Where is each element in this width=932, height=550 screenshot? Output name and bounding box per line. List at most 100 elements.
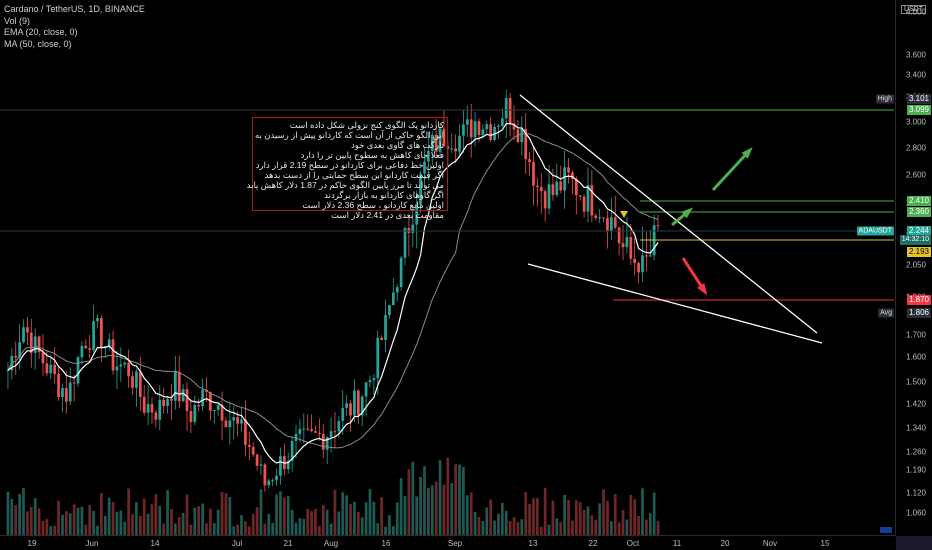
candle-body[interactable] bbox=[539, 187, 543, 192]
candle-body[interactable] bbox=[57, 373, 60, 397]
candle-body[interactable] bbox=[72, 382, 76, 384]
candle-body[interactable] bbox=[528, 159, 531, 163]
candle-body[interactable] bbox=[555, 181, 559, 196]
candle-body[interactable] bbox=[275, 475, 278, 481]
candle-body[interactable] bbox=[193, 404, 197, 422]
candle-body[interactable] bbox=[633, 258, 637, 264]
candle-body[interactable] bbox=[84, 345, 88, 349]
candle-body[interactable] bbox=[617, 227, 621, 244]
candle-body[interactable] bbox=[415, 204, 419, 225]
candle-body[interactable] bbox=[18, 342, 21, 358]
candle-body[interactable] bbox=[391, 292, 395, 306]
candle-body[interactable] bbox=[294, 433, 298, 442]
candle-body[interactable] bbox=[602, 217, 605, 219]
candle-body[interactable] bbox=[263, 464, 267, 486]
candle-body[interactable] bbox=[349, 403, 352, 416]
candle-body[interactable] bbox=[450, 148, 454, 150]
candle-body[interactable] bbox=[251, 446, 255, 455]
candle-body[interactable] bbox=[240, 419, 243, 424]
candle-body[interactable] bbox=[442, 128, 446, 147]
candle-body[interactable] bbox=[551, 184, 555, 196]
candle-body[interactable] bbox=[504, 98, 508, 119]
candle-body[interactable] bbox=[61, 388, 64, 397]
candle-body[interactable] bbox=[613, 217, 617, 228]
candle-body[interactable] bbox=[96, 318, 99, 322]
candle-body[interactable] bbox=[508, 98, 512, 124]
candle-body[interactable] bbox=[228, 420, 232, 428]
candle-body[interactable] bbox=[189, 411, 193, 422]
candle-body[interactable] bbox=[166, 398, 169, 406]
wedge-upper-trendline[interactable] bbox=[519, 94, 818, 334]
candle-body[interactable] bbox=[88, 348, 92, 350]
candle-body[interactable] bbox=[427, 150, 430, 162]
bearish-arrow[interactable] bbox=[681, 257, 708, 296]
legend-symbol[interactable]: Cardano / TetherUS, 1D, BINANCE bbox=[4, 4, 145, 14]
candle-body[interactable] bbox=[224, 420, 228, 428]
legend-ma[interactable]: MA (50, close, 0) bbox=[4, 38, 72, 49]
candle-body[interactable] bbox=[481, 129, 485, 136]
candle-body[interactable] bbox=[571, 172, 574, 180]
candle-body[interactable] bbox=[162, 399, 166, 406]
candle-body[interactable] bbox=[220, 404, 224, 421]
candle-body[interactable] bbox=[259, 464, 263, 466]
candle-body[interactable] bbox=[462, 124, 465, 136]
candle-body[interactable] bbox=[302, 428, 306, 430]
candle-body[interactable] bbox=[111, 339, 115, 371]
candle-body[interactable] bbox=[236, 417, 239, 424]
candle-body[interactable] bbox=[49, 364, 53, 374]
candle-body[interactable] bbox=[621, 243, 625, 248]
candle-body[interactable] bbox=[325, 436, 329, 450]
candle-body[interactable] bbox=[181, 389, 185, 402]
candle-body[interactable] bbox=[586, 185, 590, 212]
candle-body[interactable] bbox=[173, 371, 177, 401]
candle-body[interactable] bbox=[609, 217, 613, 231]
candle-body[interactable] bbox=[353, 390, 356, 416]
candle-body[interactable] bbox=[131, 376, 134, 388]
candle-body[interactable] bbox=[520, 128, 524, 143]
legend-volume[interactable]: Vol (9) bbox=[4, 15, 31, 26]
candle-body[interactable] bbox=[497, 125, 500, 127]
candle-body[interactable] bbox=[45, 363, 49, 374]
candle-body[interactable] bbox=[434, 134, 438, 152]
candle-body[interactable] bbox=[563, 167, 566, 191]
candle-body[interactable] bbox=[123, 362, 127, 365]
candle-body[interactable] bbox=[567, 167, 570, 173]
candle-body[interactable] bbox=[341, 407, 345, 421]
candle-body[interactable] bbox=[329, 431, 333, 437]
candle-body[interactable] bbox=[318, 432, 321, 435]
candle-body[interactable] bbox=[641, 255, 644, 273]
candle-body[interactable] bbox=[29, 332, 33, 353]
candle-body[interactable] bbox=[524, 128, 528, 160]
candle-body[interactable] bbox=[119, 364, 123, 367]
candle-body[interactable] bbox=[146, 404, 150, 413]
candle-body[interactable] bbox=[158, 399, 162, 420]
wedge-lower-trendline[interactable] bbox=[527, 263, 823, 344]
candle-body[interactable] bbox=[321, 434, 325, 450]
candle-body[interactable] bbox=[543, 191, 547, 209]
candle-body[interactable] bbox=[26, 327, 29, 333]
candle-body[interactable] bbox=[645, 255, 648, 257]
candle-body[interactable] bbox=[216, 404, 220, 410]
candle-body[interactable] bbox=[656, 225, 660, 227]
candle-body[interactable] bbox=[247, 444, 251, 447]
candle-body[interactable] bbox=[637, 263, 640, 273]
candle-body[interactable] bbox=[244, 419, 247, 445]
candle-body[interactable] bbox=[411, 224, 415, 233]
candle-body[interactable] bbox=[380, 337, 384, 341]
candle-body[interactable] bbox=[267, 480, 271, 486]
bullish-arrow-small[interactable] bbox=[671, 207, 694, 227]
candle-body[interactable] bbox=[407, 228, 411, 233]
candle-body[interactable] bbox=[170, 398, 173, 401]
candle-body[interactable] bbox=[458, 135, 461, 152]
candle-body[interactable] bbox=[345, 403, 348, 408]
candle-body[interactable] bbox=[290, 441, 294, 461]
candle-body[interactable] bbox=[314, 431, 317, 433]
candle-body[interactable] bbox=[536, 185, 539, 188]
candle-body[interactable] bbox=[578, 195, 582, 197]
candle-body[interactable] bbox=[395, 287, 399, 293]
candle-body[interactable] bbox=[598, 217, 602, 219]
candle-body[interactable] bbox=[64, 388, 68, 402]
candle-body[interactable] bbox=[22, 327, 25, 343]
candle-body[interactable] bbox=[279, 456, 282, 476]
